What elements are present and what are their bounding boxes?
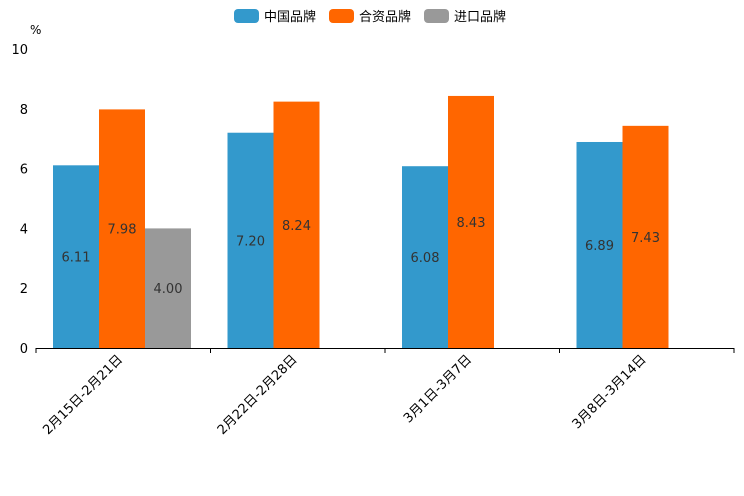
y-tick-label: 2 — [20, 282, 28, 297]
x-tick-label: 2月15日-2月21日 — [40, 352, 126, 438]
bar — [402, 166, 448, 348]
data-label: 6.89 — [585, 239, 614, 254]
data-label: 7.20 — [236, 234, 265, 249]
legend-swatch — [329, 9, 354, 23]
data-label: 7.98 — [108, 223, 137, 238]
y-tick-label: 8 — [20, 103, 28, 118]
bar — [273, 101, 320, 349]
y-axis: 0 2 4 6 8 10 — [11, 43, 28, 357]
data-label: 8.43 — [457, 216, 486, 231]
bar — [622, 125, 669, 348]
y-tick-label: 0 — [20, 342, 28, 357]
x-tick-label: 2月22日-2月28日 — [215, 352, 301, 438]
legend-swatch — [234, 9, 259, 23]
data-label: 6.08 — [411, 251, 440, 266]
legend-label: 中国品牌 — [264, 9, 316, 25]
bar — [53, 165, 99, 348]
x-tick-label: 3月8日-3月14日 — [570, 352, 650, 432]
data-label: 6.11 — [62, 251, 91, 266]
bar — [448, 95, 494, 349]
y-tick-label: 10 — [11, 43, 28, 58]
data-label: 8.24 — [282, 219, 311, 234]
y-tick-label: 6 — [20, 163, 28, 178]
x-tick-label: 3月1日-3月7日 — [401, 352, 475, 426]
x-axis: 2月15日-2月21日 2月22日-2月28日 3月1日-3月7日 3月8日-3月14… — [35, 348, 735, 438]
legend: 中国品牌 合资品牌 进口品牌 — [234, 9, 506, 25]
legend-label: 合资品牌 — [359, 9, 411, 25]
bar — [99, 109, 145, 348]
bar — [576, 141, 623, 348]
legend-swatch — [424, 9, 449, 23]
y-axis-unit-label: % — [30, 23, 41, 37]
y-tick-label: 4 — [20, 222, 28, 237]
data-label: 4.00 — [154, 282, 183, 297]
legend-label: 进口品牌 — [454, 9, 506, 25]
bar — [227, 132, 274, 348]
data-label: 7.43 — [631, 231, 660, 246]
bars: 6.11 7.98 4.00 7.20 8.24 6.08 8.43 6.89 7.43 — [53, 95, 669, 349]
bar — [145, 228, 191, 348]
